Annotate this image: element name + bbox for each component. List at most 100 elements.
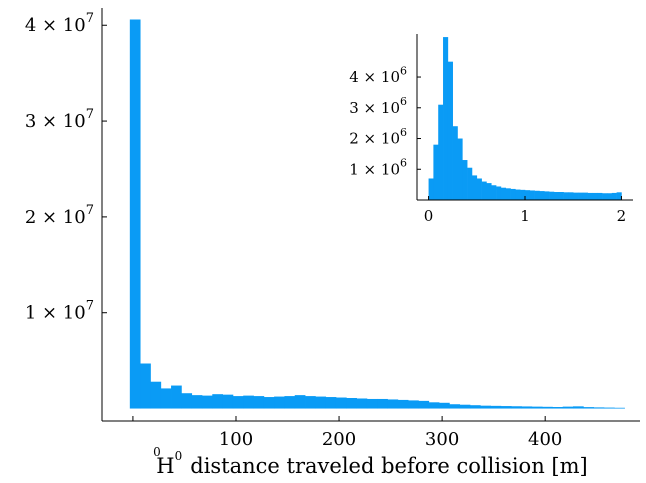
bar xyxy=(366,398,378,409)
bar xyxy=(315,396,327,409)
inset-x-tick-label: 1 xyxy=(520,207,530,225)
inset-bar xyxy=(428,178,434,200)
bar xyxy=(232,396,244,409)
inset-bar xyxy=(553,192,560,200)
bar xyxy=(511,406,522,409)
bar xyxy=(284,396,296,409)
bar xyxy=(490,405,502,409)
main-bars xyxy=(129,19,625,409)
bar xyxy=(171,385,182,409)
bar xyxy=(500,406,512,409)
inset-y-tick-label-exponent: 6 xyxy=(400,157,407,170)
bar xyxy=(480,405,491,409)
bar xyxy=(191,395,203,409)
bar xyxy=(325,397,337,409)
y-tick-label-exponent: 7 xyxy=(86,107,94,122)
bar xyxy=(603,407,615,409)
inset-bar xyxy=(544,191,550,200)
inset-bar xyxy=(481,181,487,200)
inset-y-tick-label-base: 4 × 10 xyxy=(349,68,400,86)
inset-y-tick-label: 4 × 106 xyxy=(349,64,407,86)
inset-bar xyxy=(529,190,535,200)
bar xyxy=(439,402,450,409)
inset-y-tick-label-exponent: 6 xyxy=(400,64,407,77)
inset-bar xyxy=(606,193,613,200)
bar xyxy=(542,406,553,409)
inset-bar xyxy=(462,160,468,200)
inset-y-tick-label: 3 × 106 xyxy=(349,95,407,117)
inset-bar xyxy=(515,189,521,200)
main-x-ticks: 0 100 200 300 400 xyxy=(132,416,562,459)
bar xyxy=(253,396,265,409)
inset-x-tick-label: 0 xyxy=(424,207,434,225)
inset-bar xyxy=(471,175,478,200)
y-tick-label-exponent: 7 xyxy=(86,203,94,218)
main-axes xyxy=(101,8,640,422)
bar xyxy=(573,406,584,409)
bar xyxy=(562,406,574,409)
inset-y-tick-label-exponent: 6 xyxy=(400,126,407,139)
inset-bar xyxy=(549,191,555,200)
bar xyxy=(150,381,162,409)
inset-y-tick-label-base: 2 × 10 xyxy=(349,130,400,148)
inset-bar xyxy=(616,192,622,200)
inset-bar xyxy=(447,61,453,200)
inset-bar xyxy=(597,192,603,200)
inset-y-tick-label: 1 × 106 xyxy=(349,157,407,179)
bar xyxy=(531,406,543,409)
inset-bar xyxy=(476,178,482,200)
bar xyxy=(305,396,316,409)
inset-bar xyxy=(438,104,444,200)
inset-bar xyxy=(452,126,458,200)
y-tick-label-exponent: 7 xyxy=(86,11,94,26)
inset-bar xyxy=(582,192,588,200)
bar xyxy=(521,406,533,409)
inset-y-tick-label-exponent: 6 xyxy=(400,95,407,108)
inset-bar xyxy=(587,192,593,200)
inset-y-tick-label: 2 × 106 xyxy=(349,126,407,148)
x-axis-label-superscript: 0 xyxy=(175,449,183,463)
bar xyxy=(397,399,409,409)
bar xyxy=(346,398,357,409)
inset-bar xyxy=(602,193,608,200)
x-tick-label: 300 xyxy=(425,429,459,450)
bar xyxy=(212,394,223,409)
y-tick-label-base: 1 × 10 xyxy=(25,303,86,324)
bar xyxy=(274,396,285,409)
inset-bar xyxy=(592,192,598,200)
y-tick-label-exponent: 7 xyxy=(86,299,94,314)
bar xyxy=(222,394,234,409)
bar xyxy=(201,395,213,409)
inset-bar xyxy=(539,191,545,200)
inset-bar xyxy=(563,192,569,200)
bar xyxy=(459,404,471,409)
bar xyxy=(263,397,275,409)
x-axis-label-text: distance traveled before collision [m] xyxy=(190,454,587,478)
inset-bars xyxy=(428,37,622,201)
y-tick-label: 4 × 107 xyxy=(25,11,94,36)
y-tick-label-base: 4 × 10 xyxy=(25,15,86,36)
bar xyxy=(469,405,481,409)
y-tick-label: 1 × 107 xyxy=(25,299,94,324)
inset-bar xyxy=(573,192,579,200)
bar xyxy=(614,407,625,409)
y-tick-label-base: 2 × 10 xyxy=(25,207,86,228)
bar xyxy=(428,402,440,409)
bar xyxy=(387,399,399,409)
bar xyxy=(294,395,306,409)
bar xyxy=(583,407,595,409)
x-tick-label: 0 xyxy=(153,445,161,459)
inset-bar xyxy=(525,190,531,200)
y-tick-label: 3 × 107 xyxy=(25,107,94,132)
inset-x-tick-label: 2 xyxy=(617,207,627,225)
x-axis-label-prefix: H xyxy=(156,454,174,478)
inset-bar xyxy=(578,192,584,200)
x-axis-label: H0 distance traveled before collision [m] xyxy=(156,449,587,478)
bar xyxy=(408,400,419,409)
inset-y-tick-label-base: 3 × 10 xyxy=(349,99,400,117)
inset-x-ticks: 0 1 2 xyxy=(424,196,626,225)
inset-bar xyxy=(433,144,439,200)
